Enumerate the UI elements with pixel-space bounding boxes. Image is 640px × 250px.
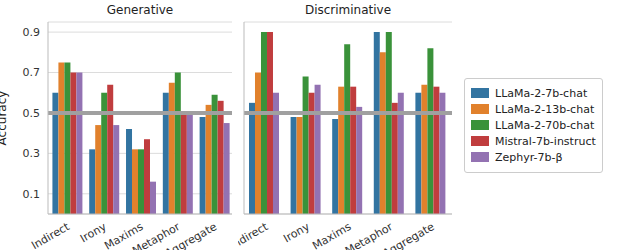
svg-text:Irony: Irony: [281, 220, 312, 245]
svg-text:0.1: 0.1: [23, 188, 41, 201]
html-text:LLaMa-2-70b-chat: LLaMa-2-70b-chat: [495, 118, 595, 132]
svg-text:0.9: 0.9: [23, 26, 41, 39]
svg-text:Indirect: Indirect: [29, 220, 72, 250]
svg-text:0.3: 0.3: [23, 147, 41, 160]
svg-text:Indirect: Indirect: [238, 220, 271, 250]
svg-text:Aggregate: Aggregate: [380, 220, 436, 250]
svg-text:0.5: 0.5: [23, 107, 41, 120]
svg-text:0.7: 0.7: [23, 66, 41, 79]
html-text:Mistral-7b-instruct: Mistral-7b-instruct: [495, 134, 596, 148]
svg-text:Irony: Irony: [78, 220, 109, 246]
svg-text:Accuracy: Accuracy: [8, 91, 9, 146]
html-text:Generative: Generative: [106, 3, 174, 17]
svg-text:Aggregate: Aggregate: [163, 220, 219, 250]
html-text:Discriminative: Discriminative: [304, 3, 392, 17]
html-text:LLaMa-2-7b-chat: LLaMa-2-7b-chat: [495, 86, 588, 100]
html-text:LLaMa-2-13b-chat: LLaMa-2-13b-chat: [495, 102, 595, 116]
html-text:Zephyr-7b-β: Zephyr-7b-β: [495, 150, 563, 164]
